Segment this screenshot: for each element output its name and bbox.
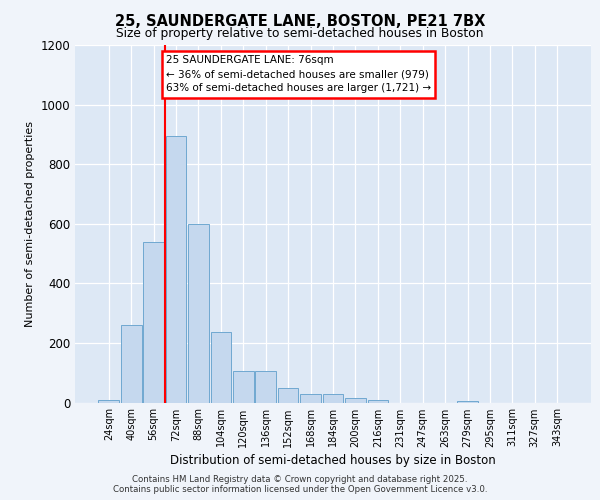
Bar xyxy=(121,325,142,402)
Y-axis label: Number of semi-detached properties: Number of semi-detached properties xyxy=(25,120,35,327)
Bar xyxy=(368,400,388,402)
Bar xyxy=(166,136,187,402)
Bar xyxy=(278,388,298,402)
Bar xyxy=(457,401,478,402)
Text: Contains HM Land Registry data © Crown copyright and database right 2025.
Contai: Contains HM Land Registry data © Crown c… xyxy=(113,474,487,494)
Text: 25, SAUNDERGATE LANE, BOSTON, PE21 7BX: 25, SAUNDERGATE LANE, BOSTON, PE21 7BX xyxy=(115,14,485,29)
Bar xyxy=(143,242,164,402)
Bar xyxy=(98,400,119,402)
Bar xyxy=(188,224,209,402)
X-axis label: Distribution of semi-detached houses by size in Boston: Distribution of semi-detached houses by … xyxy=(170,454,496,466)
Text: 25 SAUNDERGATE LANE: 76sqm
← 36% of semi-detached houses are smaller (979)
63% o: 25 SAUNDERGATE LANE: 76sqm ← 36% of semi… xyxy=(166,56,431,94)
Bar xyxy=(300,394,321,402)
Bar xyxy=(256,371,276,402)
Bar xyxy=(233,371,254,402)
Bar xyxy=(211,332,231,402)
Bar xyxy=(345,398,366,402)
Text: Size of property relative to semi-detached houses in Boston: Size of property relative to semi-detach… xyxy=(116,28,484,40)
Bar xyxy=(323,394,343,402)
